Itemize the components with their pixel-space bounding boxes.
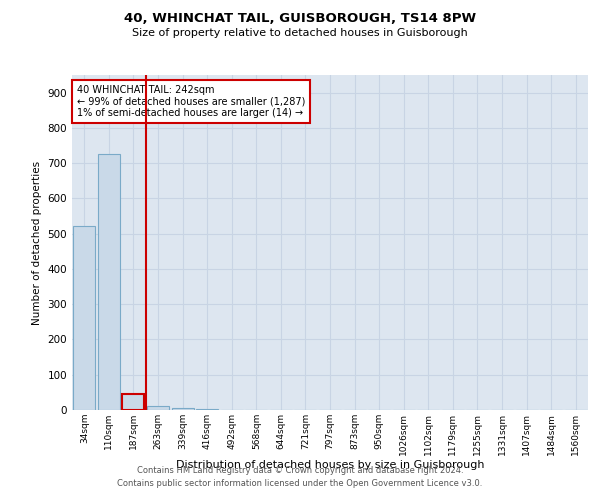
Bar [172, 408, 194, 410]
Bar [73, 226, 95, 410]
Bar [98, 154, 120, 410]
Text: Contains HM Land Registry data © Crown copyright and database right 2024.
Contai: Contains HM Land Registry data © Crown c… [118, 466, 482, 487]
Text: 40, WHINCHAT TAIL, GUISBOROUGH, TS14 8PW: 40, WHINCHAT TAIL, GUISBOROUGH, TS14 8PW [124, 12, 476, 26]
Text: 40 WHINCHAT TAIL: 242sqm
← 99% of detached houses are smaller (1,287)
1% of semi: 40 WHINCHAT TAIL: 242sqm ← 99% of detach… [77, 85, 305, 118]
Y-axis label: Number of detached properties: Number of detached properties [32, 160, 42, 324]
Bar [147, 406, 169, 410]
Text: Size of property relative to detached houses in Guisborough: Size of property relative to detached ho… [132, 28, 468, 38]
Bar [122, 394, 145, 410]
X-axis label: Distribution of detached houses by size in Guisborough: Distribution of detached houses by size … [176, 460, 484, 470]
